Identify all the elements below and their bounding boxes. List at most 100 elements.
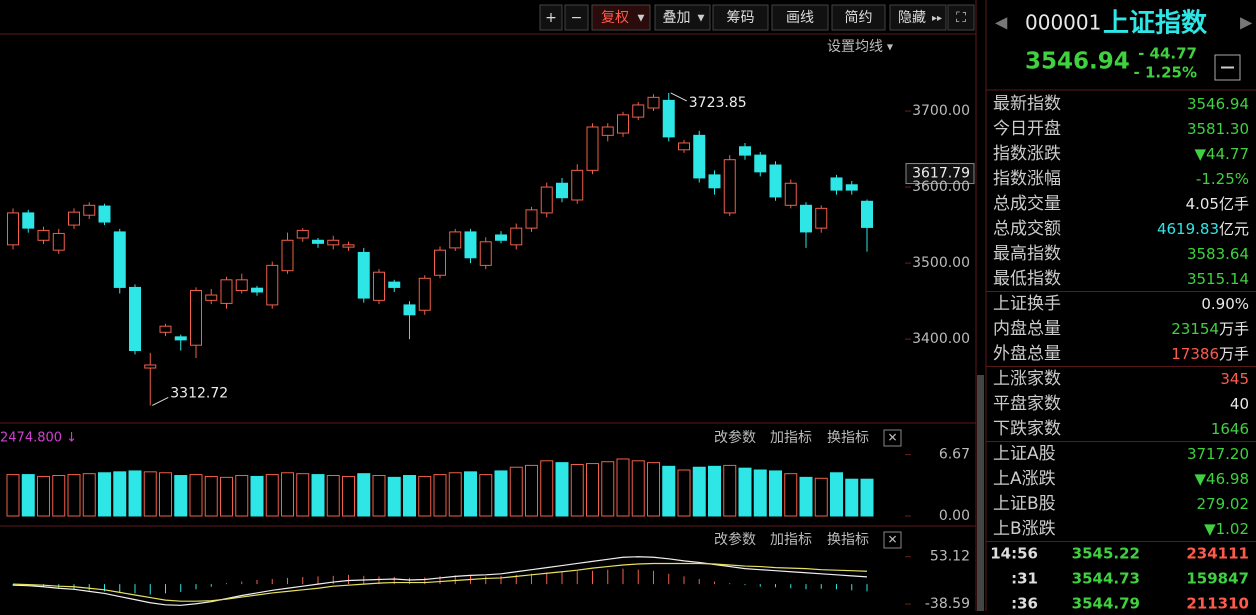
candle-body: [205, 294, 218, 301]
row-label: 上A涨跌: [993, 469, 1056, 489]
candle-body: [342, 244, 355, 248]
volume-bar: [479, 474, 493, 517]
indicator-button[interactable]: 加指标: [770, 430, 812, 446]
value: 0.90%: [1201, 295, 1249, 313]
volume-bar: [357, 473, 371, 517]
row-value: 3583.64: [1187, 245, 1249, 263]
low-annotation: 3312.72: [170, 385, 228, 401]
candle-body: [708, 174, 721, 189]
volume-bar: [6, 474, 20, 517]
volume-bar: [753, 469, 767, 517]
volume-bar: [143, 471, 157, 517]
toolbar-label: 叠加: [663, 10, 691, 26]
indicator-button[interactable]: 换指标: [827, 429, 869, 446]
candle-body: [678, 142, 690, 151]
toolbar-button[interactable]: [771, 4, 829, 31]
row-value: 17386万手: [1171, 345, 1249, 363]
row-label: 上涨家数: [993, 369, 1061, 389]
candle-body: [556, 182, 568, 199]
toolbar-button[interactable]: [564, 4, 589, 31]
candle-body: [525, 209, 538, 229]
candle-body: [159, 325, 172, 333]
row-label: 上B涨跌: [993, 519, 1056, 539]
candle-body: [312, 239, 324, 244]
candle-body: [540, 186, 553, 214]
toolbar-button[interactable]: [654, 4, 711, 31]
candle-body: [586, 126, 599, 171]
last-price: 3546.94: [1025, 49, 1130, 75]
candle-body: [845, 184, 858, 191]
collapse-button[interactable]: [1214, 54, 1241, 81]
prev-icon[interactable]: ◀: [995, 13, 1008, 32]
trade-price: 3544.73: [1072, 570, 1140, 588]
candle-body: [800, 204, 812, 233]
toolbar-label: 隐藏: [898, 10, 926, 26]
volume-bar: [113, 471, 127, 517]
value: ▼1.02: [1204, 520, 1249, 538]
indicator-button[interactable]: 加指标: [770, 532, 812, 548]
close-icon: ✕: [887, 533, 897, 547]
row-label: 上证A股: [993, 444, 1056, 464]
volume-bar: [37, 475, 50, 517]
candle-body: [296, 229, 309, 239]
toolbar-button[interactable]: [831, 4, 886, 31]
candle-body: [479, 241, 492, 266]
dropdown-icon: ▼: [887, 43, 894, 52]
volume-bar: [281, 472, 294, 517]
volume-bar: [692, 466, 706, 517]
row-value: 3581.30: [1187, 120, 1249, 138]
row-value: -1.25%: [1196, 170, 1249, 188]
candle-body: [403, 304, 416, 316]
candle-body: [754, 154, 767, 173]
volume-bar: [723, 464, 737, 517]
high-annotation: 3723.85: [689, 95, 747, 111]
dropdown-icon: ▼: [638, 14, 645, 24]
toolbar-button[interactable]: [889, 4, 947, 31]
volume-bar: [662, 465, 676, 517]
unit: 亿手: [1219, 195, 1249, 213]
annotation-arrow: [152, 397, 169, 406]
indicator-button[interactable]: 改参数: [714, 429, 756, 446]
candle-body: [769, 164, 782, 198]
row-value: 40: [1230, 395, 1249, 413]
volume-bar: [860, 478, 874, 517]
dea-line: [12, 562, 868, 602]
row-value: 1646: [1211, 420, 1249, 438]
close-button[interactable]: [883, 531, 902, 549]
candle-body: [388, 281, 401, 288]
volume-bar: [296, 473, 310, 517]
fullscreen-button[interactable]: [947, 4, 975, 31]
candle-body: [357, 251, 370, 299]
volume-bar: [250, 475, 264, 517]
volume-bar: [570, 463, 584, 517]
volume-bar: [204, 475, 218, 517]
next-icon[interactable]: ▶: [1240, 13, 1253, 32]
value: 3581.30: [1187, 120, 1249, 138]
toolbar-button[interactable]: [539, 4, 563, 31]
candle-body: [495, 234, 507, 241]
candle-body: [464, 231, 477, 259]
row-label: 上证B股: [993, 494, 1056, 514]
volume-bar: [403, 475, 416, 517]
annotation-arrow: [670, 92, 687, 102]
row-label: 总成交量: [993, 194, 1061, 214]
toolbar-button[interactable]: [591, 4, 651, 31]
stock-name: 上证指数: [1103, 9, 1208, 39]
volume-bar: [540, 460, 554, 517]
toolbar-button[interactable]: [712, 4, 769, 31]
volume-bar: [494, 470, 508, 517]
scrollbar[interactable]: [977, 375, 984, 611]
indicator-button[interactable]: 换指标: [827, 531, 869, 548]
candle-body: [723, 159, 736, 214]
volume-bar: [738, 467, 752, 517]
candle-body: [129, 286, 141, 352]
candle-body: [632, 104, 645, 118]
close-button[interactable]: [883, 429, 902, 447]
ma-setting[interactable]: 设置均线: [827, 39, 883, 55]
candle-body: [510, 227, 523, 246]
trade-time: :36: [1011, 595, 1038, 612]
indicator-button[interactable]: 改参数: [714, 531, 756, 548]
y-tick-label: 3700.00: [912, 103, 970, 119]
